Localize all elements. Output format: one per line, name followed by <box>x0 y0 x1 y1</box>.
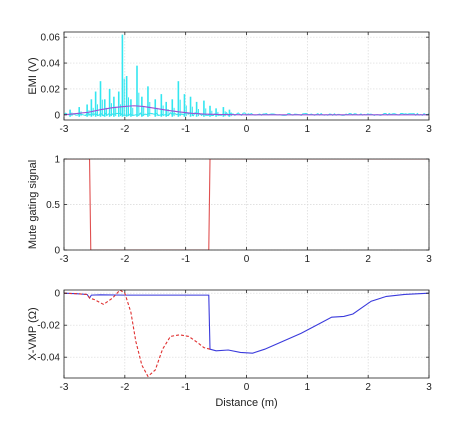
x-tick-label: 3 <box>426 254 432 265</box>
x-tick-label: -1 <box>181 382 190 393</box>
y-tick-label: 0.06 <box>41 33 61 44</box>
x-tick-label: 3 <box>426 382 432 393</box>
x-tick-label: 0 <box>244 382 250 393</box>
y-tick-label: -0.04 <box>37 353 60 364</box>
series-line <box>64 292 429 354</box>
x-tick-label: -2 <box>120 124 129 135</box>
x-tick-label: -1 <box>181 124 190 135</box>
y-axis-label: X-VMP (Ω) <box>27 307 39 360</box>
series-group <box>64 290 429 378</box>
mute-gating-panel: -3 -2 -1 0 1 2 3 0 0.5 1 Mute gating signal <box>27 155 432 266</box>
x-tick-label: -2 <box>120 254 129 265</box>
x-tick-label: -3 <box>60 124 69 135</box>
emi-panel: -3 -2 -1 0 1 2 3 0 0.02 0.04 0.06 EMI (V) <box>27 31 432 135</box>
y-tick-label: 0 <box>54 246 60 257</box>
y-tick-label: 0 <box>54 289 60 300</box>
x-tick-label: 1 <box>305 124 311 135</box>
x-axis-label: Distance (m) <box>215 397 277 409</box>
y-axis-label: Mute gating signal <box>27 160 39 249</box>
y-tick-label: 0.02 <box>41 84 61 95</box>
y-tick-label: 1 <box>54 155 60 166</box>
x-tick-label: -1 <box>181 254 190 265</box>
series-line <box>64 290 211 378</box>
y-tick-label: 0.04 <box>41 59 61 70</box>
x-tick-label: 2 <box>365 124 371 135</box>
x-tick-label: 3 <box>426 124 432 135</box>
y-axis-label: EMI (V) <box>27 57 39 94</box>
y-tick-label: 0 <box>54 110 60 121</box>
y-tick-label: 0.5 <box>46 200 60 211</box>
xvmp-panel: -3 -2 -1 0 1 2 3 0 -0.02 -0.04X-VMP (Ω) Distance (… <box>27 289 432 409</box>
y-tick-label: -0.02 <box>37 321 60 332</box>
x-tick-label: 1 <box>305 254 311 265</box>
x-tick-label: 2 <box>365 382 371 393</box>
series-group <box>64 34 429 117</box>
x-tick-label: -3 <box>60 254 69 265</box>
x-tick-label: 2 <box>365 254 371 265</box>
x-tick-label: 0 <box>244 124 250 135</box>
x-tick-label: -2 <box>120 382 129 393</box>
x-tick-label: -3 <box>60 382 69 393</box>
x-tick-label: 1 <box>305 382 311 393</box>
series-line <box>64 105 429 116</box>
x-tick-label: 0 <box>244 254 250 265</box>
